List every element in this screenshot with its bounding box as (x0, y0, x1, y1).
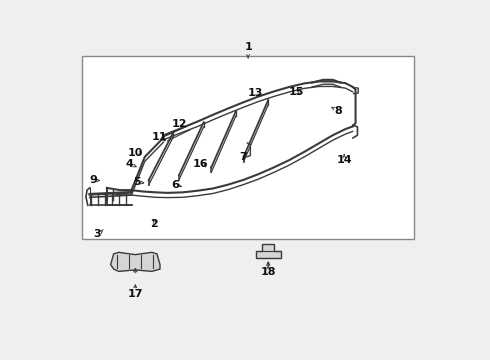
Text: 18: 18 (261, 267, 276, 277)
Text: 14: 14 (336, 155, 352, 165)
Text: 7: 7 (239, 152, 246, 162)
Text: 10: 10 (127, 148, 143, 158)
Text: 9: 9 (90, 175, 98, 185)
Polygon shape (256, 244, 281, 258)
Text: 4: 4 (125, 159, 134, 169)
Text: 3: 3 (94, 229, 101, 239)
Text: 11: 11 (151, 132, 167, 143)
Text: 1: 1 (244, 42, 252, 52)
Text: 6: 6 (171, 180, 179, 190)
Polygon shape (111, 252, 160, 271)
Bar (82, 56, 415, 239)
Text: 15: 15 (289, 87, 304, 97)
Text: 12: 12 (171, 118, 187, 129)
Text: 13: 13 (247, 88, 263, 98)
Text: 5: 5 (133, 177, 141, 187)
Text: 16: 16 (193, 159, 209, 169)
Text: 17: 17 (127, 289, 143, 299)
Text: 8: 8 (335, 106, 343, 116)
Text: 2: 2 (150, 219, 158, 229)
